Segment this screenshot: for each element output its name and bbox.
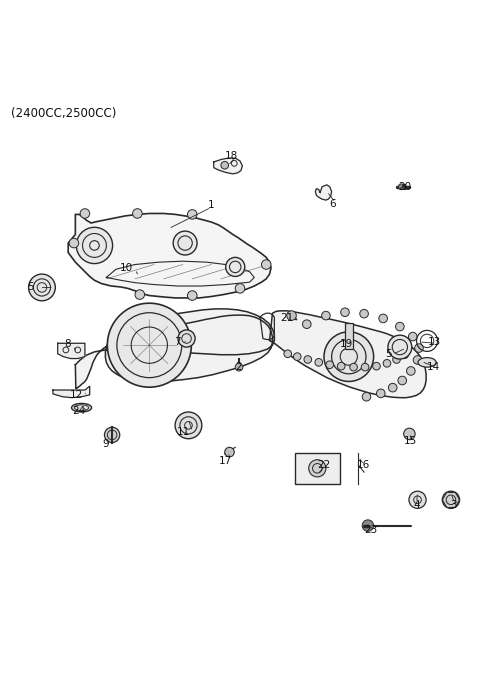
- Circle shape: [175, 412, 202, 439]
- Text: 23: 23: [365, 525, 378, 536]
- Text: 19: 19: [339, 339, 353, 349]
- Polygon shape: [75, 309, 275, 389]
- Circle shape: [284, 350, 291, 357]
- Circle shape: [393, 355, 400, 364]
- Text: 9: 9: [102, 439, 109, 450]
- Circle shape: [388, 383, 397, 392]
- Bar: [295, 453, 340, 484]
- Circle shape: [178, 330, 195, 347]
- Circle shape: [401, 351, 408, 359]
- Text: 11: 11: [177, 427, 190, 437]
- Circle shape: [302, 320, 311, 328]
- Ellipse shape: [418, 357, 436, 367]
- Polygon shape: [58, 343, 85, 359]
- Circle shape: [376, 389, 385, 397]
- Circle shape: [132, 209, 142, 218]
- Text: 12: 12: [70, 390, 84, 400]
- Circle shape: [105, 427, 120, 443]
- Text: 7: 7: [174, 337, 180, 347]
- Circle shape: [408, 332, 417, 341]
- Circle shape: [309, 460, 326, 477]
- Circle shape: [135, 290, 144, 299]
- Circle shape: [69, 238, 79, 248]
- Circle shape: [398, 376, 407, 385]
- Circle shape: [322, 311, 330, 320]
- Circle shape: [108, 303, 192, 387]
- Circle shape: [326, 361, 334, 368]
- Circle shape: [398, 184, 404, 190]
- Text: 20: 20: [398, 181, 411, 192]
- Text: 15: 15: [404, 435, 418, 445]
- Circle shape: [225, 447, 234, 457]
- Circle shape: [379, 314, 387, 323]
- Circle shape: [262, 260, 271, 269]
- Circle shape: [396, 322, 404, 331]
- Circle shape: [188, 210, 197, 219]
- Circle shape: [304, 355, 312, 364]
- Text: 5: 5: [28, 282, 34, 292]
- Text: 21: 21: [280, 313, 293, 324]
- Text: 5: 5: [385, 349, 392, 359]
- Text: 24: 24: [72, 406, 85, 416]
- Circle shape: [76, 227, 113, 263]
- Circle shape: [409, 492, 426, 508]
- Circle shape: [407, 367, 415, 375]
- Circle shape: [29, 274, 55, 301]
- Polygon shape: [270, 311, 426, 397]
- Circle shape: [337, 362, 345, 370]
- Circle shape: [362, 520, 373, 531]
- Circle shape: [221, 161, 228, 169]
- Circle shape: [80, 209, 90, 218]
- Circle shape: [443, 492, 459, 508]
- Text: 6: 6: [330, 199, 336, 209]
- Ellipse shape: [72, 403, 92, 412]
- Text: 3: 3: [451, 500, 457, 510]
- Polygon shape: [53, 386, 90, 397]
- Circle shape: [315, 359, 323, 366]
- Polygon shape: [214, 158, 242, 174]
- Circle shape: [287, 311, 296, 320]
- Polygon shape: [315, 185, 332, 200]
- Circle shape: [404, 429, 415, 439]
- Text: 8: 8: [64, 339, 71, 349]
- Text: 17: 17: [219, 456, 232, 466]
- Circle shape: [413, 355, 422, 364]
- PathPatch shape: [68, 213, 271, 298]
- Circle shape: [341, 308, 349, 317]
- Circle shape: [324, 332, 373, 381]
- Text: 18: 18: [225, 151, 238, 161]
- Text: (2400CC,2500CC): (2400CC,2500CC): [11, 107, 116, 120]
- Circle shape: [388, 335, 412, 359]
- Circle shape: [383, 359, 391, 367]
- Text: 1: 1: [208, 200, 215, 210]
- Circle shape: [293, 353, 301, 360]
- Circle shape: [188, 291, 197, 301]
- Text: 22: 22: [317, 460, 330, 470]
- Text: 13: 13: [428, 337, 441, 347]
- Text: 10: 10: [120, 263, 133, 273]
- Text: 14: 14: [427, 362, 440, 372]
- Circle shape: [235, 364, 243, 371]
- Bar: [345, 323, 353, 349]
- Text: 16: 16: [357, 460, 370, 471]
- Circle shape: [415, 344, 423, 352]
- Circle shape: [361, 364, 369, 371]
- Circle shape: [372, 362, 380, 370]
- Circle shape: [173, 231, 197, 255]
- Circle shape: [360, 309, 368, 318]
- Text: 4: 4: [413, 500, 420, 510]
- Circle shape: [350, 364, 358, 371]
- Circle shape: [362, 393, 371, 401]
- Text: 2: 2: [235, 362, 242, 372]
- Circle shape: [235, 284, 245, 293]
- Circle shape: [226, 257, 245, 276]
